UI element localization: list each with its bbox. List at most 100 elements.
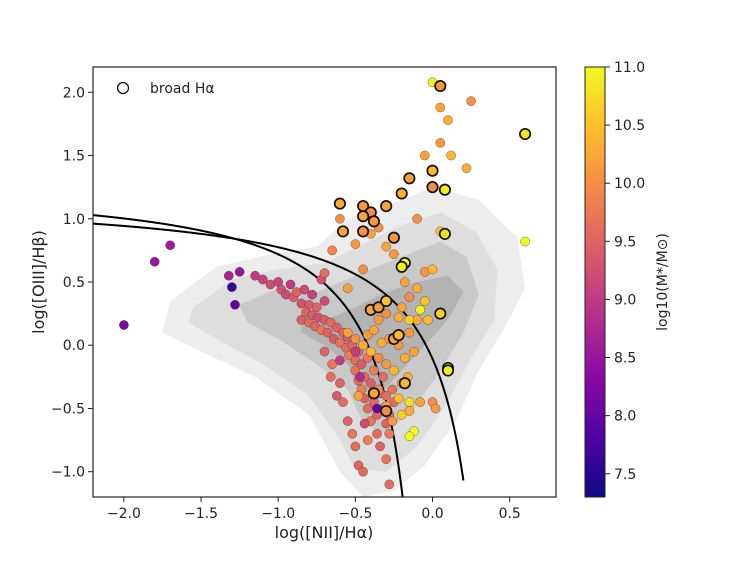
colorbar-tick-label: 9.0 [614,292,636,308]
broad-halpha-point [441,364,455,377]
data-point [393,393,404,404]
data-point [223,270,234,281]
legend-label-broad-halpha: broad Hα [150,81,215,97]
broad-halpha-point [357,225,370,238]
data-point [347,428,358,439]
data-point [362,435,373,445]
x-axis-ticks: −2.0 −1.5 −1.0 −0.5 0.0 0.5 [107,497,521,522]
data-point [365,378,376,389]
data-point [389,365,399,376]
data-point [372,428,382,439]
data-point [415,304,426,315]
broad-halpha-point [426,164,439,177]
y-tick-label: 1.5 [63,149,85,165]
data-point [319,296,330,306]
data-point [327,245,338,256]
data-point [404,327,415,338]
data-point [230,299,240,310]
broad-halpha-point [380,294,393,308]
data-point [404,431,415,442]
data-point [355,372,365,382]
data-point [342,416,353,426]
data-point [350,334,361,344]
data-point [350,441,361,452]
data-point [358,466,368,477]
broad-halpha-point [395,187,408,200]
data-point [375,441,385,452]
x-tick-label: −2.0 [107,506,141,522]
data-point [446,150,456,161]
data-point [358,264,368,275]
data-point [119,320,129,330]
data-point [381,454,392,464]
data-point [409,346,419,357]
data-point [427,264,438,275]
data-point [149,256,160,267]
broad-halpha-point [434,79,447,93]
y-tick-label: 0.0 [63,338,85,354]
data-point [299,284,310,295]
data-point [399,277,410,287]
broad-halpha-point [372,301,385,314]
x-tick-label: 0.0 [421,506,443,522]
data-point [387,416,398,426]
data-point [338,397,348,407]
data-point [227,282,237,292]
density-level-4 [301,275,464,396]
data-point [404,292,415,303]
colorbar-tick-label: 10.5 [614,118,645,134]
broad-halpha-point [387,231,400,244]
data-point [435,102,446,113]
data-point [381,390,392,401]
data-point [307,289,318,300]
data-point [319,268,330,278]
data-points [119,77,532,490]
data-point [384,428,395,439]
broad-halpha-point [395,260,408,273]
data-point [342,327,353,338]
data-point [415,397,426,407]
broad-halpha-point [434,307,447,320]
colorbar-tick-label: 10.0 [614,176,645,192]
x-tick-label: 0.5 [499,506,521,522]
data-point [393,312,404,323]
data-point [376,337,387,348]
data-point [430,403,441,414]
broad-halpha-point [392,329,405,342]
data-point [419,150,430,161]
data-point [342,283,353,294]
data-point [311,302,322,313]
broad-halpha-point [380,404,393,418]
colorbar-ticks: 7.5 8.0 8.5 9.0 9.5 10.0 10.5 11.0 [605,60,645,483]
data-point [419,296,430,306]
colorbar-tick-label: 9.5 [614,234,636,250]
x-tick-label: −0.5 [338,506,372,522]
data-point [373,353,384,363]
data-point [353,390,364,401]
data-point [369,325,379,335]
data-point [322,327,333,338]
y-axis-label: log([OIII]/Hβ) [29,230,48,334]
broad-halpha-point [367,215,380,228]
broad-halpha-point [438,227,451,240]
data-point [435,138,446,148]
x-tick-label: −1.5 [184,506,218,522]
data-point [319,346,330,357]
data-point [396,409,407,420]
data-point [412,213,422,224]
data-point [520,236,530,247]
colorbar-tick-label: 11.0 [614,60,645,76]
data-point [335,213,345,224]
colorbar-tick-label: 7.5 [614,467,636,483]
y-tick-label: −1.0 [51,465,85,481]
data-point [250,270,260,281]
broad-halpha-point [336,225,350,238]
broad-halpha-point [398,377,411,390]
data-point [381,359,392,370]
data-point [387,384,398,395]
data-point [399,353,410,363]
x-axis-label: log([NII]/Hα) [275,523,374,542]
data-point [404,406,415,416]
data-point [443,115,453,125]
